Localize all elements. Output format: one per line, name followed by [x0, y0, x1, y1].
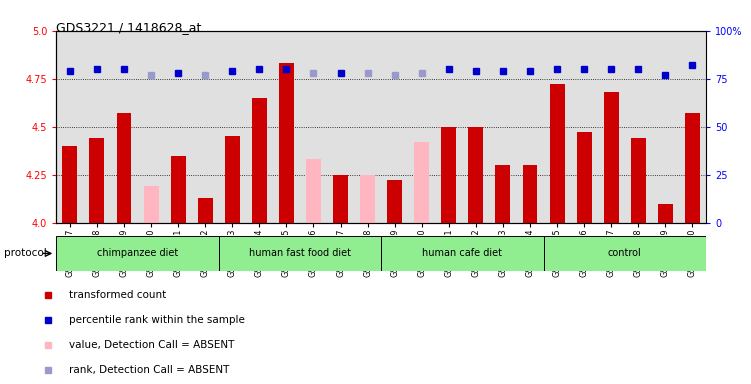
Bar — [198, 198, 213, 223]
Text: transformed count: transformed count — [68, 290, 166, 300]
Bar — [143, 186, 158, 223]
Text: protocol: protocol — [4, 248, 47, 258]
Text: control: control — [608, 248, 641, 258]
Bar — [170, 156, 185, 223]
Bar — [604, 92, 619, 223]
Bar — [252, 98, 267, 223]
Bar — [685, 113, 700, 223]
Bar — [415, 142, 429, 223]
Bar — [89, 138, 104, 223]
Bar — [56, 236, 219, 271]
Bar — [550, 84, 565, 223]
Bar — [225, 136, 240, 223]
Bar — [360, 175, 375, 223]
Bar — [442, 127, 457, 223]
Text: rank, Detection Call = ABSENT: rank, Detection Call = ABSENT — [68, 365, 229, 375]
Bar — [62, 146, 77, 223]
Bar — [306, 159, 321, 223]
Bar — [496, 165, 511, 223]
Text: GDS3221 / 1418628_at: GDS3221 / 1418628_at — [56, 21, 202, 34]
Bar — [219, 236, 381, 271]
Text: human fast food diet: human fast food diet — [249, 248, 351, 258]
Bar — [333, 175, 348, 223]
Bar — [544, 236, 706, 271]
Text: value, Detection Call = ABSENT: value, Detection Call = ABSENT — [68, 340, 234, 350]
Bar — [523, 165, 538, 223]
Bar — [658, 204, 673, 223]
Bar — [577, 132, 592, 223]
Bar — [381, 236, 544, 271]
Text: human cafe diet: human cafe diet — [422, 248, 502, 258]
Bar — [388, 180, 402, 223]
Bar — [469, 127, 484, 223]
Bar — [279, 63, 294, 223]
Bar — [631, 138, 646, 223]
Bar — [116, 113, 131, 223]
Bar — [62, 146, 77, 223]
Text: chimpanzee diet: chimpanzee diet — [97, 248, 178, 258]
Text: percentile rank within the sample: percentile rank within the sample — [68, 315, 245, 325]
